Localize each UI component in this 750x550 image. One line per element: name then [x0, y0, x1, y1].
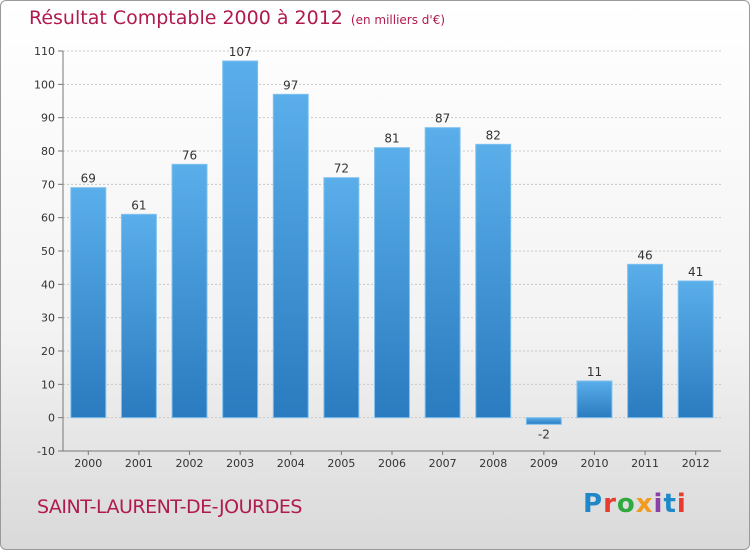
y-tick-label: 0 [48, 412, 55, 425]
logo-letter: i [653, 489, 664, 519]
bar-2004 [272, 93, 309, 419]
logo-letter: t [663, 489, 677, 519]
value-label-2012: 41 [688, 265, 703, 279]
value-label-2011: 46 [637, 248, 652, 262]
bar-2006 [374, 147, 410, 419]
y-tick-label: 110 [34, 45, 55, 58]
value-label-2002: 76 [182, 148, 197, 162]
bar-2001 [120, 213, 157, 419]
value-label-2006: 81 [384, 132, 399, 146]
logo-letter: P [583, 489, 604, 519]
value-label-2005: 72 [334, 162, 349, 176]
value-label-2003: 107 [229, 45, 252, 59]
logo-letter: r [603, 489, 617, 519]
axes: -10 0 10 20 30 40 50 60 70 80 90 100 110 [34, 45, 721, 458]
proxiti-logo[interactable]: Proxiti [583, 489, 687, 519]
bars [70, 60, 714, 425]
y-tick-label: -10 [37, 445, 55, 458]
y-tick-label: 90 [41, 112, 55, 125]
town-name: SAINT-LAURENT-DE-JOURDES [37, 496, 302, 518]
value-label-2007: 87 [435, 112, 450, 126]
logo-letter: o [616, 489, 636, 519]
x-tick-label-2002: 2002 [176, 457, 204, 470]
x-tick-label-2000: 2000 [74, 457, 102, 470]
bar-2007 [424, 127, 461, 419]
bar-2011 [627, 263, 664, 419]
x-tick-label-2005: 2005 [327, 457, 355, 470]
value-label-2001: 61 [131, 198, 146, 212]
y-tick-label: 100 [34, 78, 55, 91]
labels: 69 2000 61 2001 76 2002 107 2003 97 2004 72 2005 81 2… [74, 45, 709, 470]
value-label-2008: 82 [486, 128, 501, 142]
value-label-2009: -2 [538, 427, 550, 441]
x-tick-label-2011: 2011 [631, 457, 659, 470]
y-tick-label: 60 [41, 212, 55, 225]
y-tick-label: 50 [41, 245, 55, 258]
logo-letter: i [676, 489, 687, 519]
x-tick-label-2001: 2001 [125, 457, 153, 470]
y-tick-label: 40 [41, 278, 55, 291]
bar-2008 [475, 143, 512, 419]
logo-letter: x [635, 489, 654, 519]
y-tick-label: 20 [41, 345, 55, 358]
bar-2005 [323, 177, 360, 419]
y-tick-label: 70 [41, 178, 55, 191]
chart-title: Résultat Comptable 2000 à 2012 (en millie… [29, 7, 445, 29]
x-tick-label-2008: 2008 [479, 457, 507, 470]
x-tick-label-2010: 2010 [580, 457, 608, 470]
bar-2003 [222, 60, 259, 419]
bar-2000 [70, 187, 107, 419]
bar-2009 [525, 417, 562, 425]
x-tick-label-2004: 2004 [277, 457, 305, 470]
chart-subtitle: (en milliers d'€) [350, 13, 446, 27]
bar-2002 [171, 163, 208, 419]
y-tick-label: 10 [41, 378, 55, 391]
x-tick-label-2006: 2006 [378, 457, 406, 470]
bar-2012 [677, 280, 714, 419]
chart-title-text: Résultat Comptable 2000 à 2012 [29, 7, 343, 29]
x-tick-label-2012: 2012 [682, 457, 710, 470]
y-tick-label: 80 [41, 145, 55, 158]
y-tick-label: 30 [41, 312, 55, 325]
x-tick-label-2007: 2007 [429, 457, 457, 470]
value-label-2000: 69 [81, 172, 96, 186]
x-tick-label-2003: 2003 [226, 457, 254, 470]
value-label-2004: 97 [283, 78, 298, 92]
value-label-2010: 11 [587, 365, 602, 379]
x-tick-label-2009: 2009 [530, 457, 558, 470]
bar-2010 [576, 380, 613, 419]
